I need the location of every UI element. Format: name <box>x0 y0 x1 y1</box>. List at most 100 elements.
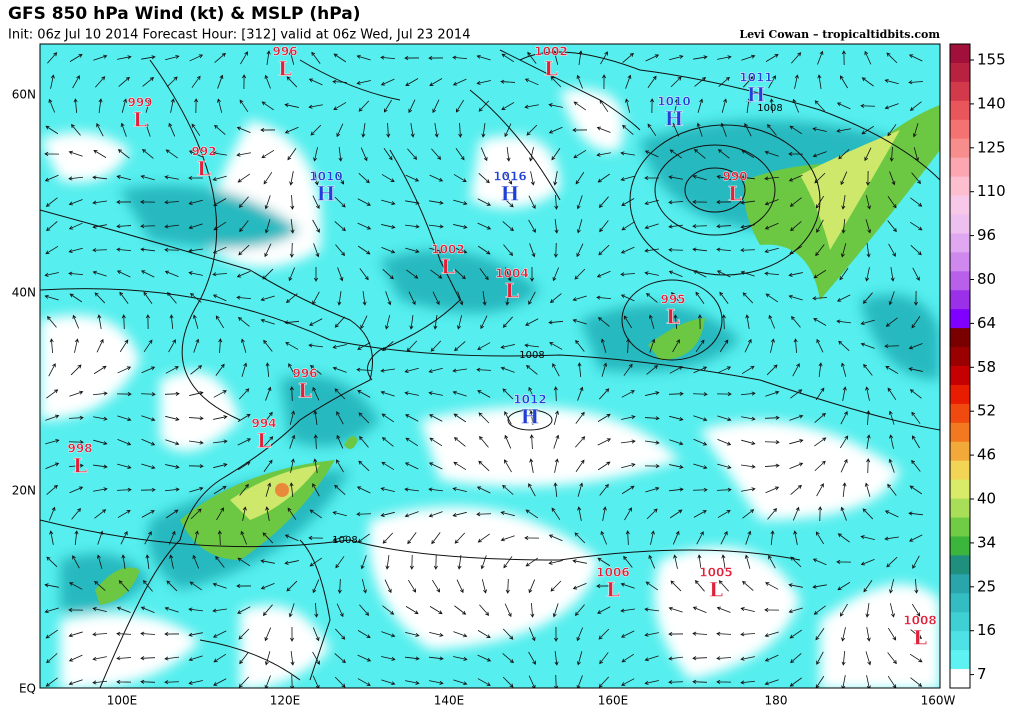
wind-arrow <box>668 680 684 685</box>
wind-arrow <box>70 364 82 376</box>
wind-arrow <box>284 126 299 134</box>
wind-arrow <box>212 630 227 638</box>
center-value: 1011 <box>739 71 772 85</box>
wind-arrow <box>480 315 488 330</box>
wind-arrow <box>672 530 680 545</box>
wind-arrow <box>284 320 300 325</box>
wind-arrow <box>241 362 248 377</box>
wind-arrow <box>841 627 846 642</box>
wind-arrow <box>385 555 390 570</box>
wind-arrow <box>597 413 611 422</box>
wind-arrow <box>405 437 419 447</box>
wind-arrow <box>476 54 491 61</box>
wind-arrow <box>842 482 847 497</box>
wind-arrow <box>334 628 346 640</box>
colorbar: 155 140 125 110 96 80 64 58 52 46 40 34 25 16 7 <box>949 43 1006 689</box>
wind-arrow <box>554 651 559 666</box>
wind-arrow <box>721 314 726 330</box>
wind-arrow <box>597 173 610 183</box>
wind-arrow <box>669 55 684 61</box>
wind-arrow <box>524 104 539 109</box>
wind-arrow <box>887 483 897 496</box>
wind-arrow <box>742 509 755 519</box>
wind-arrow <box>261 101 274 111</box>
wind-arrow <box>428 656 444 661</box>
wind-arrow <box>120 530 128 545</box>
wind-arrow <box>812 584 827 589</box>
wind-arrow <box>770 530 775 546</box>
wind-arrow <box>693 55 708 60</box>
wind-arrow <box>528 291 536 305</box>
wind-arrow <box>313 458 318 473</box>
colorbar-swatch <box>950 347 970 367</box>
wind-arrow <box>408 291 416 306</box>
wind-arrow <box>549 293 562 303</box>
wind-arrow <box>669 439 684 446</box>
wind-arrow <box>502 653 514 664</box>
wind-arrow <box>575 459 585 472</box>
wind-arrow <box>695 339 705 353</box>
wind-arrow <box>46 556 58 568</box>
wind-arrow <box>93 149 107 158</box>
wind-arrow <box>885 317 898 327</box>
wind-arrow <box>502 316 513 328</box>
wind-arrow <box>238 388 250 400</box>
wind-arrow <box>717 55 732 60</box>
wind-vectors <box>44 50 924 688</box>
wind-arrow <box>598 676 610 688</box>
wind-arrow <box>911 411 921 424</box>
wind-arrow <box>668 487 684 492</box>
wind-arrow <box>817 74 822 89</box>
wind-arrow <box>142 77 155 87</box>
wind-arrow <box>242 74 247 90</box>
wind-arrow <box>46 315 57 328</box>
wind-arrow <box>815 195 825 209</box>
wind-arrow <box>455 99 464 113</box>
wind-arrow <box>912 123 919 138</box>
wind-arrow <box>861 77 874 87</box>
wind-arrow <box>239 220 249 233</box>
wind-arrow <box>236 152 251 157</box>
wind-arrow <box>216 507 224 521</box>
wind-arrow <box>334 653 346 664</box>
wind-arrow <box>788 583 803 588</box>
wind-arrow <box>577 386 584 401</box>
wind-arrow <box>527 51 537 64</box>
colorbar-swatch <box>950 517 970 537</box>
wind-arrow <box>477 222 492 230</box>
wind-arrow <box>644 271 659 276</box>
center-letter: H <box>317 182 336 206</box>
wind-arrow <box>528 675 536 688</box>
wind-arrow <box>839 75 848 89</box>
wind-arrow <box>116 247 132 252</box>
wind-arrow <box>191 75 201 88</box>
center-value: 1010 <box>657 95 690 109</box>
wind-arrow <box>117 510 131 518</box>
wind-arrow <box>866 675 871 688</box>
wind-arrow <box>165 464 180 469</box>
wind-arrow <box>116 270 131 278</box>
wind-arrow <box>815 628 825 641</box>
wind-arrow <box>596 152 611 157</box>
colorbar-swatch <box>950 631 970 651</box>
wind-arrow <box>213 415 228 420</box>
wind-arrow <box>264 243 272 258</box>
center-value: 1002 <box>431 243 464 257</box>
wind-arrow <box>121 554 126 569</box>
wind-arrow <box>477 630 491 639</box>
wind-arrow <box>816 651 824 665</box>
wind-arrow <box>790 556 802 568</box>
wind-arrow <box>92 200 107 205</box>
wind-arrow <box>430 269 443 279</box>
wind-arrow <box>48 363 56 377</box>
wind-arrow <box>313 410 318 425</box>
wind-arrow <box>740 632 756 637</box>
wind-arrow <box>164 247 180 252</box>
wind-arrow <box>44 607 59 614</box>
wind-arrow <box>744 123 752 137</box>
wind-arrow <box>453 656 468 661</box>
wind-arrow <box>312 291 320 305</box>
wind-arrow <box>140 631 156 636</box>
wind-arrow <box>650 98 655 114</box>
wind-arrow <box>238 196 249 208</box>
